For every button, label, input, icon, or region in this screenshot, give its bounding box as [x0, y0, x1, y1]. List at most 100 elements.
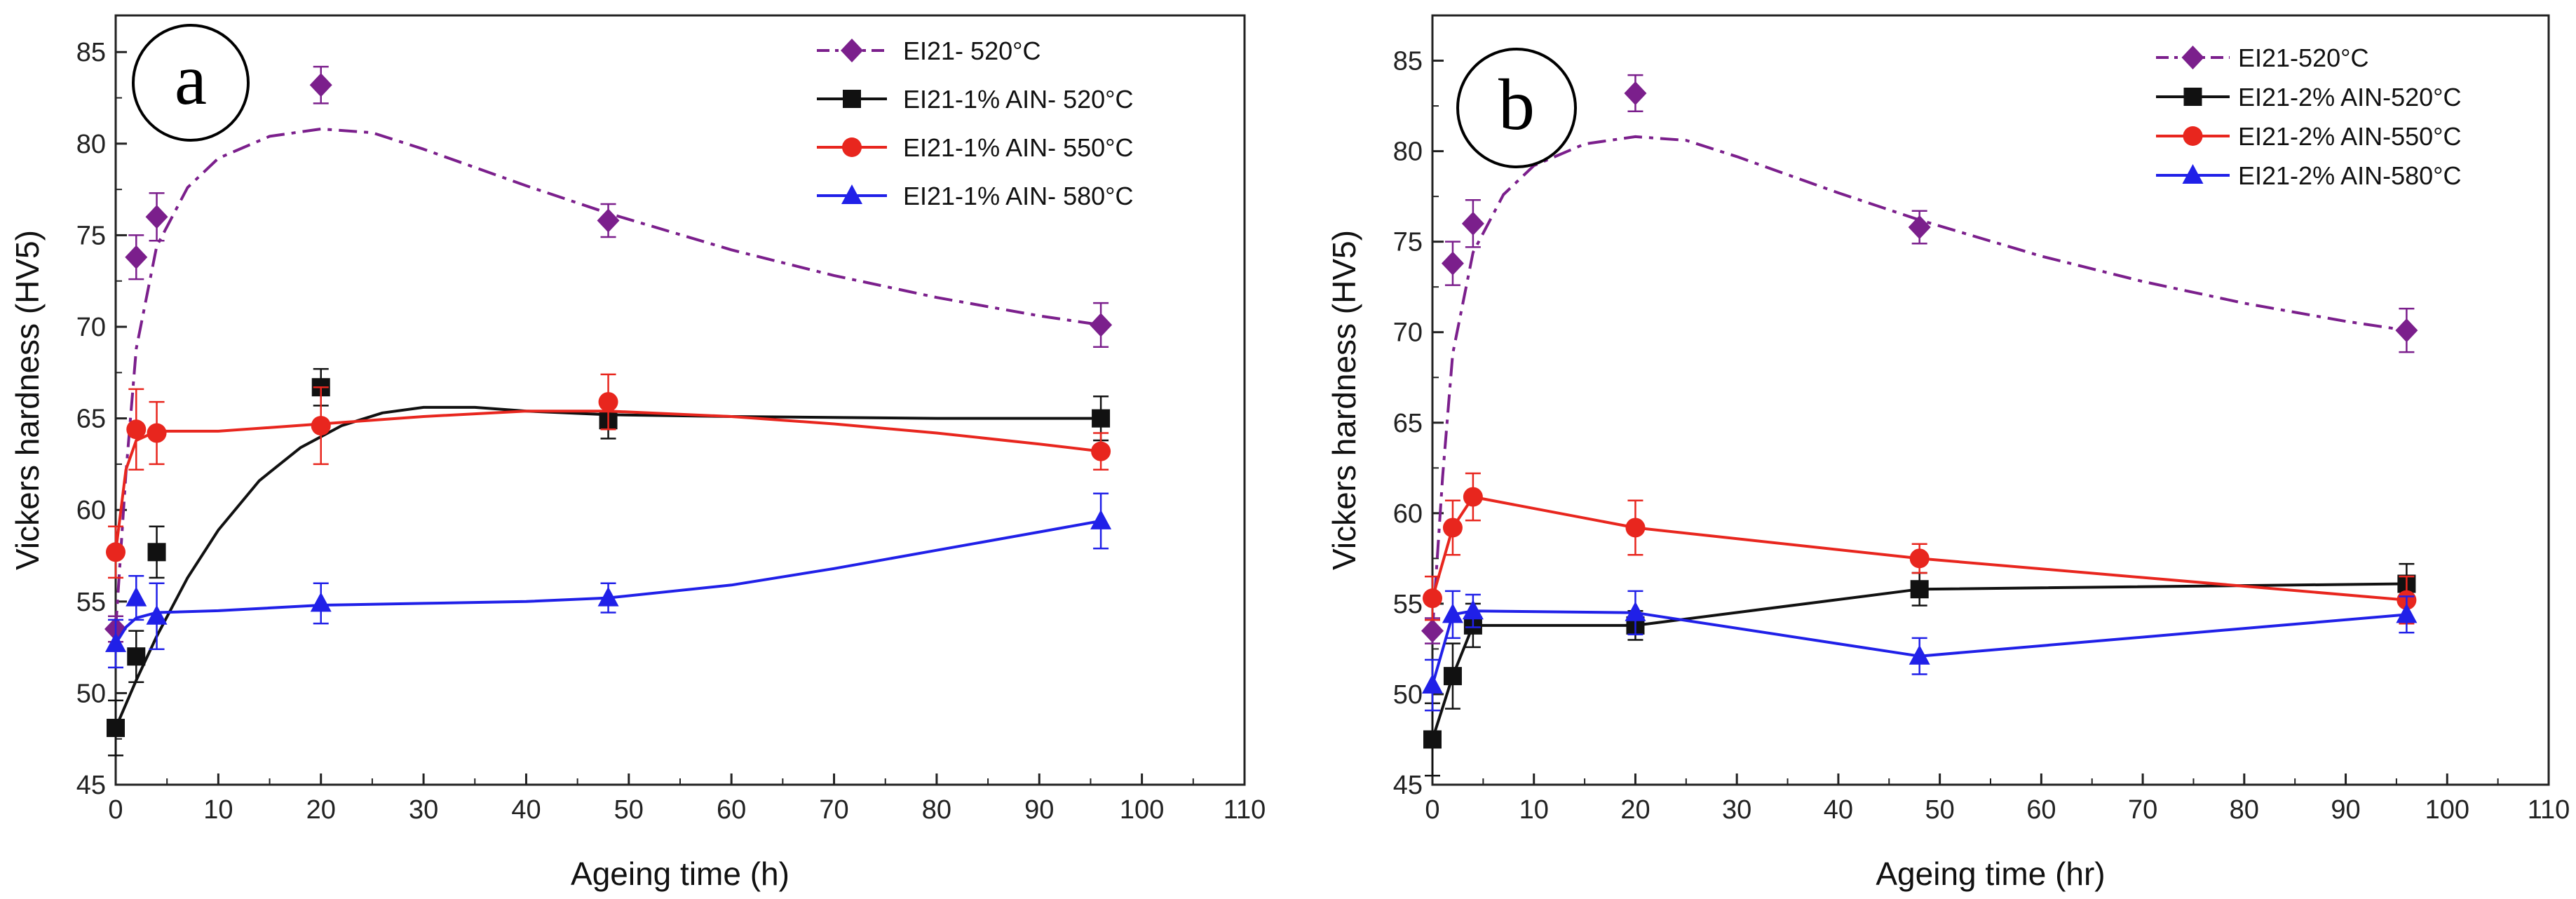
panel-b-y-tick-label: 70	[1393, 318, 1423, 348]
panel-b-legend-label: EI21-2% AIN-550°C	[2238, 122, 2462, 151]
panel-b-x-tick-label: 90	[2331, 795, 2360, 825]
panel-b-label-circle	[1456, 48, 1577, 168]
panel-b-y-tick-label: 85	[1393, 47, 1423, 76]
panel-b-series-triangle-line	[1431, 609, 2407, 686]
panel-b-x-tick-label: 0	[1425, 795, 1439, 825]
panel-a-series-triangle-point	[146, 604, 168, 625]
panel-b-series-diamond-point	[1421, 619, 1444, 643]
panel-a-legend-marker	[841, 39, 863, 62]
panel-a-y-tick-label: 85	[76, 38, 106, 67]
panel-a-series-diamond-point	[597, 208, 620, 233]
panel-a-y-axis-title: Vickers hardness (HV5)	[9, 230, 46, 570]
panel-b-x-tick-label: 110	[2528, 795, 2570, 825]
panel-b-legend-label: EI21-2% AIN-520°C	[2238, 83, 2462, 111]
panel-a-series-circle-point	[126, 419, 147, 440]
panel-a-series-diamond-point	[309, 73, 332, 97]
panel-b-series-triangle-point	[1625, 601, 1646, 621]
panel-b-legend-label: EI21-2% AIN-580°C	[2238, 161, 2462, 190]
panel-a-chart: 0 10 20 30 40 50 60 70 80 90 100 110 45 50 55 60 65 70 75 8…	[9, 14, 1266, 892]
panel-a-x-tick-label: 20	[306, 795, 336, 825]
panel-a-x-tick-label: 90	[1024, 795, 1054, 825]
panel-a-series-triangle-point	[1090, 509, 1112, 529]
panel-a-x-tick-label: 80	[922, 795, 951, 825]
panel-a-x-tick-label: 0	[108, 795, 123, 825]
panel-a-series-diamond-line	[114, 127, 1101, 630]
panel-a-x-tick-label: 30	[409, 795, 438, 825]
panel-b-y-tick-label: 50	[1393, 680, 1423, 710]
panel-b-series-diamond-point	[1624, 81, 1647, 105]
panel-a-series-square-point	[127, 647, 146, 666]
panel-a-series-diamond-point	[145, 205, 168, 229]
panel-a-legend-label: EI21- 520°C	[903, 36, 1041, 65]
panel-a-legend-marker	[843, 90, 861, 108]
panel-b-series-diamond-point	[2395, 318, 2418, 343]
panel-a-series-triangle-point	[310, 592, 332, 612]
panel-b-legend-marker	[2183, 88, 2202, 106]
panel-b-series-triangle-point	[1422, 674, 1443, 694]
panel-b-legend-marker	[2181, 46, 2204, 69]
panel-b-y-tick-label: 75	[1393, 228, 1423, 257]
panel-b-legend-marker	[2182, 164, 2204, 184]
panel-b-x-axis-title: Ageing time (hr)	[1876, 856, 2105, 892]
panel-b-y-tick-label: 55	[1393, 590, 1423, 619]
panel-a-series-circle-point	[147, 423, 167, 443]
panel-b-series-square-line	[1431, 582, 2407, 741]
panel-a-series-square-point	[107, 719, 125, 738]
panel-b-series-triangle-point	[2396, 603, 2418, 623]
panel-a-x-tick-label: 40	[511, 795, 541, 825]
panel-a-series-triangle-point	[105, 632, 126, 652]
panel-b-series-diamond-point	[1441, 251, 1464, 276]
panel-a-series-diamond-point	[125, 245, 148, 269]
panel-a-legend-label: EI21-1% AIN- 580°C	[903, 182, 1134, 210]
panel-b-series-circle-point	[1909, 548, 1930, 569]
panel-a-y-tick-label: 60	[76, 496, 106, 525]
panel-b-x-tick-label: 80	[2230, 795, 2259, 825]
panel-a-x-tick-label: 100	[1120, 795, 1164, 825]
panel-a-legend-label: EI21-1% AIN- 550°C	[903, 133, 1134, 162]
panel-b-x-tick-label: 20	[1620, 795, 1650, 825]
panel-b-series-circle-line	[1431, 495, 2407, 602]
panel-a-x-tick-label: 60	[717, 795, 746, 825]
panel-b-y-tick-label: 60	[1393, 499, 1423, 529]
panel-a-series-diamond-point	[1090, 313, 1113, 337]
panel-a-label-circle	[132, 24, 250, 142]
panel-b-series-circle-point	[1442, 518, 1463, 538]
panel-a-series-triangle-point	[126, 586, 147, 607]
panel-b-x-tick-label: 40	[1824, 795, 1853, 825]
panel-a-y-tick-label: 75	[76, 221, 106, 250]
panel-b-series-diamond-point	[1461, 211, 1484, 236]
panel-b-label-letter: b	[1498, 65, 1535, 145]
panel-a-legend-marker	[841, 184, 862, 204]
panel-a-series-circle-line	[114, 410, 1101, 553]
panel-b-series-square-point	[1910, 580, 1929, 599]
panel-b-x-tick-label: 10	[1519, 795, 1549, 825]
panel-b-series-triangle-point	[1442, 603, 1463, 623]
panel-b-y-tick-label: 65	[1393, 409, 1423, 438]
panel-a-legend-marker	[842, 137, 862, 157]
panel-b-x-tick-label: 50	[1925, 795, 1954, 825]
panel-a-series-square-point	[1092, 409, 1111, 428]
panel-b-x-tick-label: 30	[1722, 795, 1751, 825]
panel-b-series-circle-point	[1423, 588, 1442, 609]
panel-b-series-circle-point	[1625, 518, 1646, 538]
panel-b-y-tick-label: 45	[1393, 771, 1423, 800]
panel-a-series-square-point	[147, 543, 166, 562]
panel-b-legend-label: EI21-520°C	[2238, 43, 2369, 72]
panel-a-series-triangle-point	[597, 586, 619, 607]
panel-a-y-tick-label: 80	[76, 130, 106, 159]
panel-b-legend-marker	[2183, 126, 2203, 146]
panel-a-legend-label: EI21-1% AIN- 520°C	[903, 85, 1134, 114]
panel-b-x-tick-label: 60	[2026, 795, 2056, 825]
panel-a-y-tick-label: 45	[76, 771, 106, 800]
panel-b-x-tick-label: 100	[2425, 795, 2469, 825]
panel-b-y-tick-label: 80	[1393, 137, 1423, 167]
panel-a-y-tick-label: 50	[76, 679, 106, 708]
panel-a-series-circle-point	[598, 392, 618, 412]
panel-a-y-tick-label: 70	[76, 313, 106, 342]
panel-a-x-tick-label: 110	[1223, 795, 1266, 825]
panel-a-y-tick-label: 65	[76, 405, 106, 434]
panel-a-y-tick-label: 55	[76, 588, 106, 617]
panel-a-series-circle-point	[311, 416, 331, 436]
panel-b-chart: 0 10 20 30 40 50 60 70 80 90 100 110 45 50 55 60 65 70 75 8…	[1326, 14, 2570, 892]
panel-b-series-triangle-point	[1462, 600, 1484, 620]
